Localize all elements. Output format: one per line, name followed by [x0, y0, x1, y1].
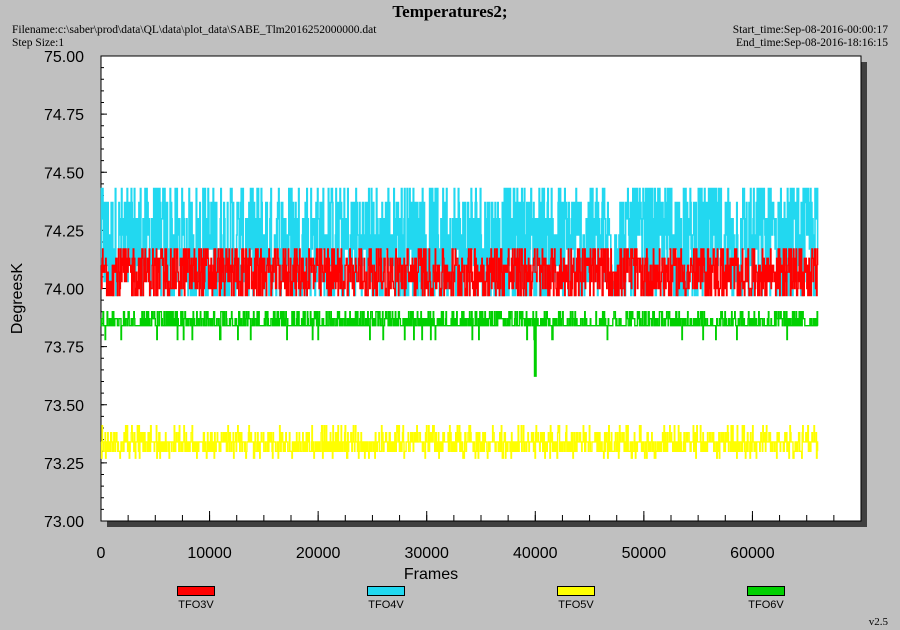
filename-text: Filename:c:\saber\prod\data\QL\data\plot… [12, 24, 377, 36]
legend-swatch [177, 586, 215, 596]
x-tick-label: 0 [97, 545, 106, 562]
legend-label: TFO4V [368, 599, 404, 611]
version-label: v2.5 [868, 616, 888, 628]
legend-item-tfo3v: TFO3V [156, 586, 236, 611]
x-tick-label: 10000 [187, 545, 232, 562]
legend-swatch [557, 586, 595, 596]
y-tick-label: 74.25 [44, 223, 84, 240]
legend-label: TFO5V [558, 599, 594, 611]
legend-swatch [367, 586, 405, 596]
legend-swatch [747, 586, 785, 596]
y-tick-label: 74.00 [44, 282, 84, 299]
x-tick-label: 40000 [513, 545, 558, 562]
y-tick-label: 73.75 [44, 340, 84, 357]
y-tick-label: 74.75 [44, 107, 84, 124]
series-line-tfo6v [100, 311, 819, 341]
legend-item-tfo5v: TFO5V [536, 586, 616, 611]
legend-label: TFO3V [178, 599, 214, 611]
x-tick-label: 30000 [404, 545, 449, 562]
y-tick-label: 74.50 [44, 165, 84, 182]
series-line-tfo3v [100, 248, 819, 297]
x-tick-label: 20000 [296, 545, 341, 562]
y-tick-label: 73.00 [44, 514, 84, 531]
y-tick-label: 73.25 [44, 456, 84, 473]
y-tick-label: 73.50 [44, 398, 84, 415]
legend-item-tfo4v: TFO4V [346, 586, 426, 611]
legend-label: TFO6V [748, 599, 784, 611]
y-tick-label: 75.00 [44, 49, 84, 66]
x-axis-label: Frames [404, 566, 458, 583]
chart-title: Temperatures2; [392, 2, 508, 21]
x-tick-label: 60000 [730, 545, 775, 562]
step-size-text: Step Size:1 [12, 37, 65, 49]
end-time-text: End_time:Sep-08-2016-18:16:15 [735, 37, 888, 49]
x-tick-label: 50000 [622, 545, 667, 562]
series-line-tfo5v [100, 425, 819, 459]
legend-item-tfo6v: TFO6V [726, 586, 806, 611]
start-time-text: Start_time:Sep-08-2016-00:00:17 [732, 24, 888, 36]
y-axis-label: DegreesK [9, 263, 26, 334]
series-line-tfo4v [100, 187, 819, 297]
